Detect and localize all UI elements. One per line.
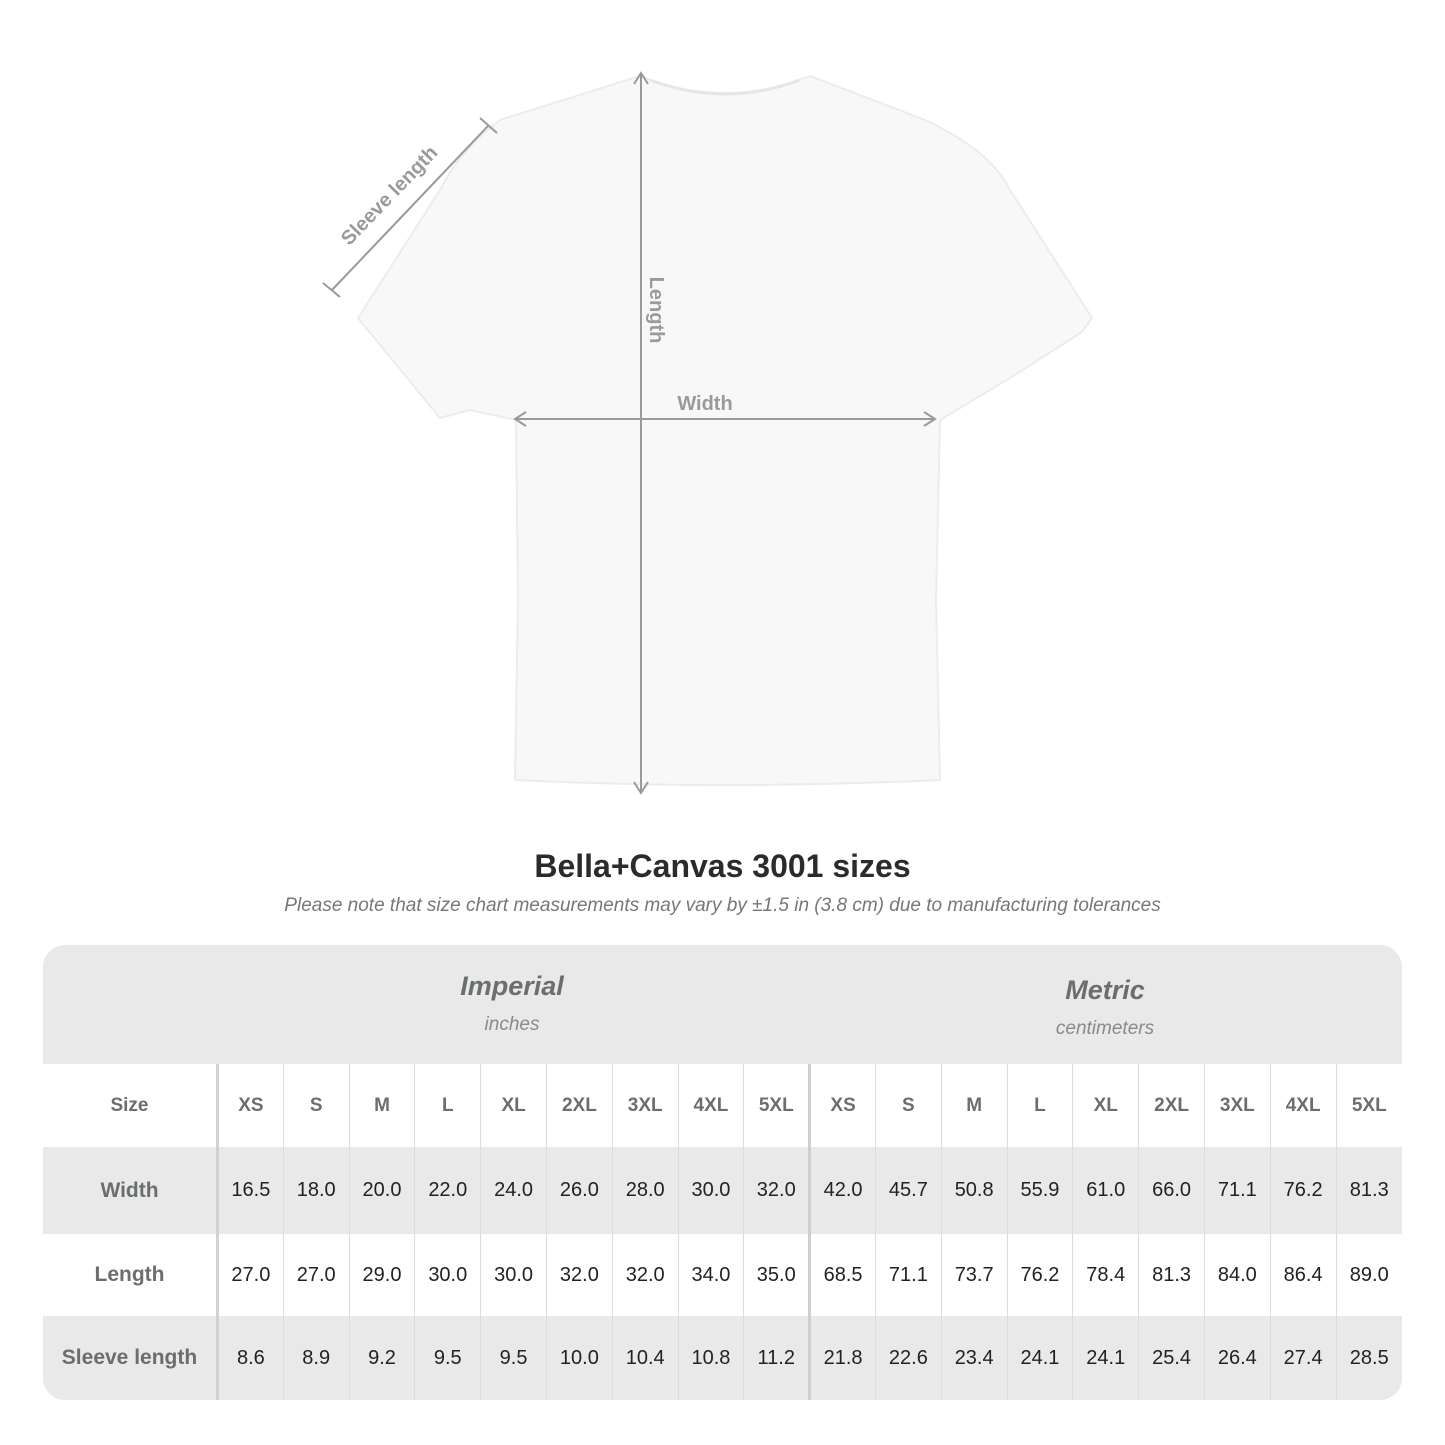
size-column-header: 2XL — [1138, 1064, 1205, 1147]
table-cell: 30.0 — [480, 1234, 547, 1316]
row-label: Sleeve length — [43, 1316, 218, 1400]
table-cell: 24.0 — [480, 1147, 547, 1234]
table-cell: 29.0 — [348, 1234, 415, 1316]
table-cell: 27.0 — [282, 1234, 350, 1316]
table-cell: 9.5 — [480, 1316, 547, 1400]
size-chart: Imperial inches Metric centimeters Size X… — [43, 945, 1402, 1400]
metric-title: Metric — [1065, 975, 1145, 1005]
table-cell: 26.4 — [1203, 1316, 1271, 1400]
table-cell: 27.0 — [216, 1234, 284, 1316]
size-header: Size — [43, 1064, 218, 1147]
table-cell: 22.0 — [414, 1147, 481, 1234]
table-cell: 18.0 — [282, 1147, 350, 1234]
table-cell: 24.1 — [1072, 1316, 1139, 1400]
table-cell: 50.8 — [940, 1147, 1008, 1234]
table-cell: 55.9 — [1006, 1147, 1073, 1234]
length-label: Length — [645, 277, 667, 344]
size-column-header: L — [1006, 1064, 1073, 1147]
table-cell: 76.2 — [1006, 1234, 1073, 1316]
table-cell: 73.7 — [940, 1234, 1008, 1316]
table-cell: 34.0 — [677, 1234, 744, 1316]
sleeve-measure-line — [331, 125, 489, 291]
table-cell: 25.4 — [1138, 1316, 1205, 1400]
table-cell: 30.0 — [677, 1147, 744, 1234]
table-cell: 9.2 — [348, 1316, 415, 1400]
table-cell: 10.8 — [677, 1316, 744, 1400]
table-cell: 32.0 — [743, 1147, 810, 1234]
table-header-row: Size XS S M L XL 2XL 3XL 4XL 5XL XS S M L XL 2XL 3XL 4XL 5… — [43, 1064, 1402, 1147]
row-label: Length — [43, 1234, 218, 1316]
size-table: Size XS S M L XL 2XL 3XL 4XL 5XL XS S M L XL 2XL 3XL 4XL 5… — [43, 1064, 1402, 1400]
table-cell: 86.4 — [1269, 1234, 1337, 1316]
table-cell: 11.2 — [743, 1316, 810, 1400]
table-cell: 8.9 — [282, 1316, 350, 1400]
table-cell: 89.0 — [1335, 1234, 1402, 1316]
table-cell: 23.4 — [940, 1316, 1008, 1400]
page-title: Bella+Canvas 3001 sizes — [534, 848, 911, 884]
table-cell: 16.5 — [216, 1147, 284, 1234]
table-cell: 45.7 — [874, 1147, 942, 1234]
table-row: Width 16.5 18.0 20.0 22.0 24.0 26.0 28.0 30.0 32.… — [43, 1147, 1402, 1234]
size-column-header: S — [282, 1064, 350, 1147]
table-cell: 35.0 — [743, 1234, 810, 1316]
table-row: Length 27.0 27.0 29.0 30.0 30.0 32.0 32.0 34.0 35… — [43, 1234, 1402, 1316]
width-label: Width — [677, 393, 732, 415]
table-cell: 28.5 — [1335, 1316, 1402, 1400]
size-column-header: 2XL — [545, 1064, 613, 1147]
table-cell: 66.0 — [1138, 1147, 1205, 1234]
table-cell: 9.5 — [414, 1316, 481, 1400]
table-cell: 30.0 — [414, 1234, 481, 1316]
table-cell: 71.1 — [1203, 1147, 1271, 1234]
table-cell: 81.3 — [1138, 1234, 1205, 1316]
size-column-header: 3XL — [1203, 1064, 1271, 1147]
size-column-header: 4XL — [677, 1064, 744, 1147]
imperial-header: Imperial inches — [216, 945, 808, 1090]
size-column-header: 5XL — [1335, 1064, 1402, 1147]
table-cell: 84.0 — [1203, 1234, 1271, 1316]
table-row: Sleeve length 8.6 8.9 9.2 9.5 9.5 10.0 10.4 10.8… — [43, 1316, 1402, 1400]
size-column-header: XS — [808, 1064, 876, 1147]
size-column-header: 4XL — [1269, 1064, 1337, 1147]
size-column-header: XL — [480, 1064, 547, 1147]
table-cell: 28.0 — [611, 1147, 679, 1234]
table-cell: 21.8 — [808, 1316, 876, 1400]
table-cell: 8.6 — [216, 1316, 284, 1400]
tshirt-shape — [356, 74, 1094, 786]
size-column-header: L — [414, 1064, 481, 1147]
table-cell: 76.2 — [1269, 1147, 1337, 1234]
imperial-unit: inches — [484, 1014, 540, 1035]
table-cell: 10.0 — [545, 1316, 613, 1400]
table-cell: 20.0 — [348, 1147, 415, 1234]
table-cell: 32.0 — [611, 1234, 679, 1316]
tshirt-diagram: Sleeve length Length Width — [322, 71, 1094, 795]
size-column-header: 5XL — [743, 1064, 810, 1147]
table-cell: 71.1 — [874, 1234, 942, 1316]
table-cell: 10.4 — [611, 1316, 679, 1400]
table-cell: 27.4 — [1269, 1316, 1337, 1400]
table-cell: 81.3 — [1335, 1147, 1402, 1234]
size-column-header: M — [348, 1064, 415, 1147]
table-cell: 32.0 — [545, 1234, 613, 1316]
size-column-header: XL — [1072, 1064, 1139, 1147]
table-cell: 78.4 — [1072, 1234, 1139, 1316]
imperial-title: Imperial — [460, 971, 564, 1001]
table-cell: 26.0 — [545, 1147, 613, 1234]
table-cell: 61.0 — [1072, 1147, 1139, 1234]
table-cell: 22.6 — [874, 1316, 942, 1400]
table-cell: 42.0 — [808, 1147, 876, 1234]
tolerance-note: Please note that size chart measurements… — [284, 895, 1161, 916]
row-label: Width — [43, 1147, 218, 1234]
metric-unit: centimeters — [1055, 1018, 1155, 1039]
size-column-header: M — [940, 1064, 1008, 1147]
size-column-header: 3XL — [611, 1064, 679, 1147]
table-cell: 24.1 — [1006, 1316, 1073, 1400]
size-column-header: XS — [216, 1064, 284, 1147]
metric-header: Metric centimeters — [808, 945, 1402, 1094]
table-cell: 68.5 — [808, 1234, 876, 1316]
size-column-header: S — [874, 1064, 942, 1147]
